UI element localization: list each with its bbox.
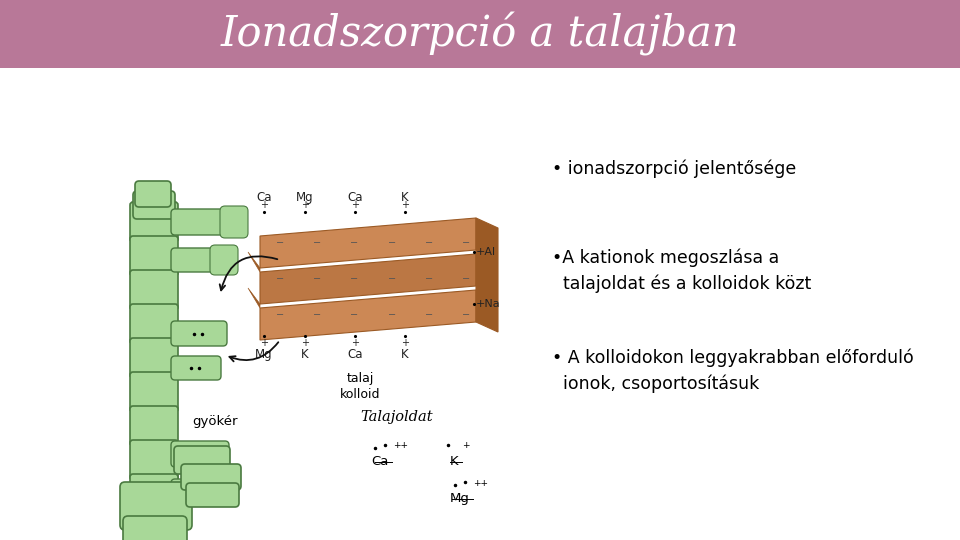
Text: −: − <box>388 274 396 284</box>
FancyBboxPatch shape <box>130 406 178 446</box>
Text: K: K <box>401 191 409 204</box>
FancyBboxPatch shape <box>120 482 192 530</box>
Text: gyökér: gyökér <box>192 415 238 428</box>
Text: +: + <box>301 200 309 210</box>
Text: +: + <box>260 338 268 348</box>
Text: +: + <box>462 442 469 450</box>
Text: • ionadszorpció jelentősége: • ionadszorpció jelentősége <box>552 159 796 178</box>
FancyBboxPatch shape <box>130 236 178 276</box>
FancyBboxPatch shape <box>171 356 221 380</box>
Text: −: − <box>388 310 396 320</box>
Text: −: − <box>276 238 284 248</box>
FancyBboxPatch shape <box>130 508 178 540</box>
Text: K: K <box>301 348 309 361</box>
FancyBboxPatch shape <box>130 304 178 344</box>
FancyBboxPatch shape <box>174 446 230 474</box>
FancyBboxPatch shape <box>171 248 224 272</box>
Polygon shape <box>248 252 260 272</box>
Polygon shape <box>476 218 498 332</box>
Text: −: − <box>350 238 358 248</box>
Text: •A kationok megoszlása a
  talajoldat és a kolloidok közt: •A kationok megoszlása a talajoldat és a… <box>552 248 811 293</box>
FancyBboxPatch shape <box>130 440 178 480</box>
Text: K: K <box>450 455 459 468</box>
Text: Ca: Ca <box>348 191 363 204</box>
Text: Mg: Mg <box>297 191 314 204</box>
Text: −: − <box>276 274 284 284</box>
FancyBboxPatch shape <box>133 191 175 219</box>
FancyBboxPatch shape <box>130 338 178 378</box>
Text: −: − <box>462 310 470 320</box>
Text: −: − <box>313 274 322 284</box>
Text: −: − <box>313 238 322 248</box>
Text: Ionadszorpció a talajban: Ionadszorpció a talajban <box>221 12 739 56</box>
Text: −: − <box>350 274 358 284</box>
Text: +: + <box>401 338 409 348</box>
FancyBboxPatch shape <box>171 209 234 235</box>
Text: Mg: Mg <box>450 492 470 505</box>
FancyBboxPatch shape <box>130 474 178 514</box>
Text: −: − <box>424 310 433 320</box>
FancyBboxPatch shape <box>220 206 248 238</box>
Text: ++: ++ <box>473 478 488 488</box>
FancyBboxPatch shape <box>181 464 241 490</box>
FancyBboxPatch shape <box>130 270 178 310</box>
Text: +: + <box>351 338 359 348</box>
Text: −: − <box>350 310 358 320</box>
Text: • A kolloidokon leggyakrabban előforduló
  ionok, csoportosításuk: • A kolloidokon leggyakrabban előforduló… <box>552 348 914 393</box>
Text: Ca: Ca <box>372 455 389 468</box>
FancyBboxPatch shape <box>171 479 231 505</box>
Text: −: − <box>462 238 470 248</box>
Text: −: − <box>424 238 433 248</box>
Text: ++: ++ <box>393 442 408 450</box>
FancyBboxPatch shape <box>171 321 227 346</box>
Text: −: − <box>313 310 322 320</box>
FancyBboxPatch shape <box>171 441 229 467</box>
FancyBboxPatch shape <box>186 483 239 507</box>
Text: +: + <box>301 338 309 348</box>
FancyBboxPatch shape <box>130 372 178 412</box>
Text: −: − <box>276 310 284 320</box>
FancyBboxPatch shape <box>123 516 187 540</box>
Bar <box>0 0 960 68</box>
Polygon shape <box>260 254 476 304</box>
Text: +Na: +Na <box>476 299 500 309</box>
Polygon shape <box>248 288 260 308</box>
Polygon shape <box>260 290 476 340</box>
Text: −: − <box>462 274 470 284</box>
Text: −: − <box>424 274 433 284</box>
Text: +: + <box>260 200 268 210</box>
Text: −: − <box>388 238 396 248</box>
Text: +: + <box>401 200 409 210</box>
Text: +Al: +Al <box>476 247 496 257</box>
Text: Talajoldat: Talajoldat <box>360 410 433 424</box>
Text: Ca: Ca <box>256 191 272 204</box>
Text: Mg: Mg <box>255 348 273 361</box>
Text: talaj
kolloid: talaj kolloid <box>340 372 380 401</box>
FancyBboxPatch shape <box>135 181 171 207</box>
Text: K: K <box>401 348 409 361</box>
Polygon shape <box>260 218 476 268</box>
Text: +: + <box>351 200 359 210</box>
Text: Ca: Ca <box>348 348 363 361</box>
FancyBboxPatch shape <box>210 245 238 275</box>
FancyBboxPatch shape <box>130 202 178 242</box>
